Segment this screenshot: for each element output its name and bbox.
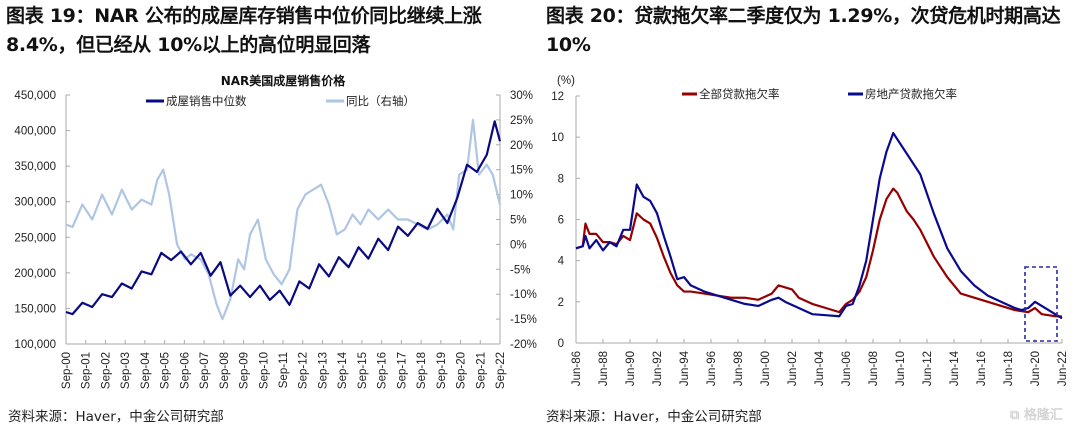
x-tick-label: Jun-14 <box>949 350 961 386</box>
x-tick-label: Jun-18 <box>1003 351 1015 386</box>
y-tick-label: 4 <box>558 256 565 268</box>
x-tick-label: Sep-22 <box>495 352 507 389</box>
chart-20-source: 资料来源：Haver，中金公司研究部 <box>546 409 762 425</box>
x-tick-label: Sep-09 <box>239 352 251 389</box>
x-tick-label: Sep-00 <box>61 352 73 389</box>
series-line-all-loans <box>575 187 1063 318</box>
x-tick-label: Jun-90 <box>625 351 637 386</box>
y-right-tick-label: -15% <box>510 314 537 326</box>
legend-yoy: 同比（右轴） <box>346 94 415 108</box>
y-right-tick-label: 30% <box>510 90 533 102</box>
chart-20-title: 图表 20：贷款拖欠率二季度仅为 1.29%，次贷危机时期高达 10% <box>546 5 1061 56</box>
y-right-tick-label: 10% <box>510 190 533 202</box>
y-right-tick-label: -5% <box>510 264 530 276</box>
x-tick-label: Sep-21 <box>475 352 487 389</box>
series-line-median-price <box>65 120 502 316</box>
x-tick-label: Sep-20 <box>456 352 468 389</box>
x-tick-label: Sep-19 <box>436 352 448 389</box>
y-right-tick-label: 0% <box>510 239 527 251</box>
x-tick-label: Sep-14 <box>337 351 349 389</box>
y-left-tick-label: 250,000 <box>14 232 56 244</box>
x-tick-label: Sep-13 <box>317 352 329 389</box>
x-tick-label: Jun-08 <box>868 351 880 386</box>
x-tick-label: Jun-92 <box>652 351 664 386</box>
series-line-real-estate <box>575 131 1063 320</box>
y-tick-label: 8 <box>558 173 564 185</box>
y-right-tick-label: 25% <box>510 115 533 127</box>
x-tick-label: Jun-22 <box>1057 351 1069 386</box>
y-right-tick-label: -20% <box>510 339 537 351</box>
y-tick-label: 12 <box>551 91 564 103</box>
y-left-tick-label: 100,000 <box>14 339 56 351</box>
x-tick-label: Jun-10 <box>895 351 907 386</box>
x-tick-label: Sep-04 <box>140 351 152 389</box>
x-tick-label: Sep-08 <box>219 352 231 389</box>
watermark-logo: ⧉ 格隆汇 <box>1010 408 1063 423</box>
y-tick-label: 2 <box>558 297 564 309</box>
chart-19-inner-title: NAR美国成屋销售价格 <box>221 73 347 88</box>
x-tick-label: Jun-86 <box>571 351 583 386</box>
chart-20: (%) 全部贷款拖欠率 房地产贷款拖欠率 0 2 4 6 8 10 12 Jun-86 Jun-… <box>551 75 1069 386</box>
x-tick-label: Jun-02 <box>787 351 799 386</box>
x-tick-label: Sep-07 <box>199 352 211 389</box>
x-tick-label: Sep-06 <box>179 352 191 389</box>
y-right-tick-label: 20% <box>510 140 533 152</box>
chart-19-title: 图表 19：NAR 公布的成屋库存销售中位价同比继续上涨 8.4%，但已经从 1… <box>6 5 482 56</box>
x-tick-label: Jun-94 <box>679 350 691 386</box>
x-tick-label: Sep-12 <box>298 352 310 389</box>
x-tick-label: Jun-98 <box>733 351 745 386</box>
y-right-tick-label: -10% <box>510 289 537 301</box>
x-tick-label: Jun-16 <box>976 351 988 386</box>
legend-all-loans: 全部贷款拖欠率 <box>699 87 780 101</box>
y-left-tick-label: 400,000 <box>14 126 56 138</box>
x-tick-label: Jun-04 <box>814 350 826 386</box>
x-tick-label: Jun-20 <box>1030 351 1042 386</box>
x-tick-label: Sep-10 <box>258 352 270 389</box>
y-tick-label: 0 <box>558 338 564 350</box>
x-tick-label: Sep-01 <box>81 352 93 389</box>
legend-median-price: 成屋销售中位数 <box>166 94 247 108</box>
x-tick-label: Jun-96 <box>706 351 718 386</box>
x-tick-label: Sep-11 <box>278 352 290 388</box>
y-left-tick-label: 300,000 <box>14 197 56 209</box>
chart-19: NAR美国成屋销售价格 成屋销售中位数 同比（右轴） 100,000 150,00… <box>14 73 536 389</box>
x-tick-label: Jun-12 <box>922 351 934 386</box>
x-tick-label: Sep-18 <box>416 352 428 389</box>
series-line-yoy <box>65 118 502 321</box>
y-left-tick-label: 450,000 <box>14 90 56 102</box>
x-tick-label: Sep-02 <box>100 352 112 389</box>
x-tick-label: Sep-17 <box>396 352 408 389</box>
x-tick-label: Jun-06 <box>841 351 853 386</box>
x-tick-label: Sep-05 <box>160 352 172 389</box>
y-left-tick-label: 200,000 <box>14 268 56 280</box>
y-left-tick-label: 350,000 <box>14 161 56 173</box>
x-tick-label: Jun-88 <box>598 351 610 386</box>
y-tick-label: 6 <box>558 215 564 227</box>
highlight-box <box>1024 266 1058 342</box>
y-unit-label: (%) <box>557 75 575 87</box>
y-right-tick-label: 5% <box>510 215 527 227</box>
y-right-tick-label: 15% <box>510 165 533 177</box>
y-tick-label: 10 <box>551 132 564 144</box>
x-tick-label: Sep-03 <box>120 352 132 389</box>
chart-19-source: 资料来源：Haver，中金公司研究部 <box>8 409 224 425</box>
x-tick-label: Jun-00 <box>760 351 772 386</box>
legend-real-estate: 房地产贷款拖欠率 <box>865 87 957 101</box>
y-left-tick-label: 150,000 <box>14 303 56 315</box>
x-tick-label: Sep-15 <box>357 352 369 389</box>
x-tick-label: Sep-16 <box>377 352 389 389</box>
